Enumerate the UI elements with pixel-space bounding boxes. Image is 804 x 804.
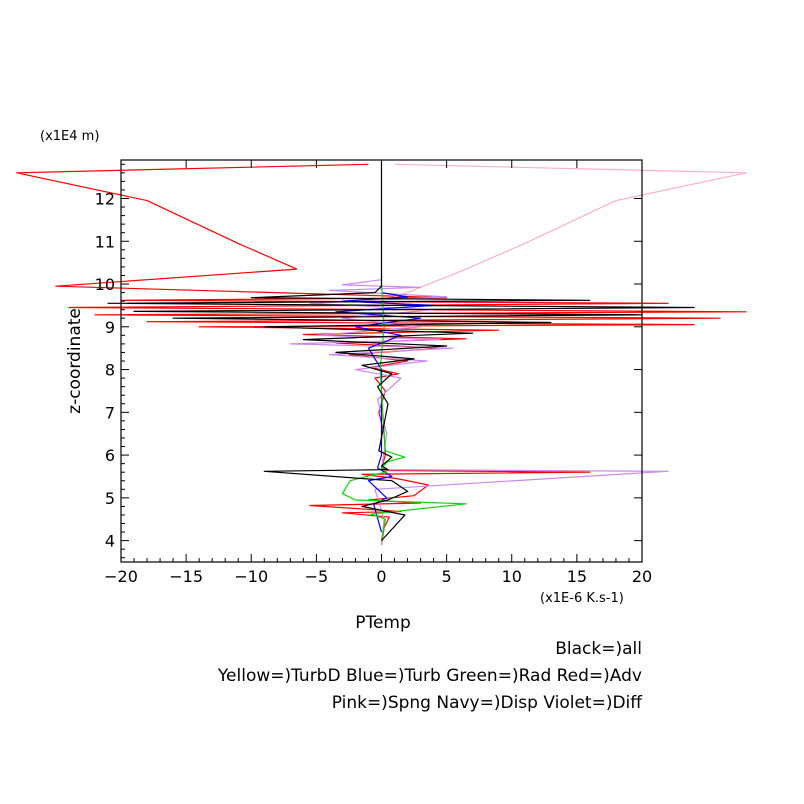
series-line-turb	[335, 292, 435, 533]
y-tick-label: 8	[105, 361, 115, 380]
y-tick-label: 7	[105, 403, 115, 422]
x-tick-label: −10	[234, 567, 268, 586]
y-tick-label: 12	[95, 189, 115, 208]
x-tick-label: 10	[502, 567, 522, 586]
y-tick-label: 11	[95, 232, 115, 251]
series-line-diff	[289, 279, 669, 545]
x-tick-label: 5	[442, 567, 452, 586]
series-line-all	[107, 160, 695, 542]
x-tick-label: −20	[104, 567, 138, 586]
legend-line-2: Yellow=)TurbD Blue=)Turb Green=)Rad Red=…	[217, 666, 642, 686]
x-tick-label: 20	[632, 567, 652, 586]
series-line-adv	[16, 163, 747, 545]
y-tick-label: 5	[105, 489, 115, 508]
legend-line-1: Black=)all	[555, 639, 642, 659]
y-tick-label: 10	[95, 275, 115, 294]
y-tick-label: 9	[105, 318, 115, 337]
y-tick-label: 6	[105, 446, 115, 465]
x-unit-label: (x1E-6 K.s-1)	[540, 591, 624, 606]
x-tick-label: −5	[305, 567, 329, 586]
series-layer	[16, 160, 747, 545]
y-unit-label: (x1E4 m)	[40, 129, 99, 144]
x-tick-label: 15	[567, 567, 587, 586]
y-axis-label: z-coordinate	[65, 308, 85, 414]
x-tick-label: 0	[376, 567, 386, 586]
series-line-spng	[381, 163, 747, 302]
x-axis-label: PTemp	[355, 613, 411, 633]
legend-line-3: Pink=)Spng Navy=)Disp Violet=)Diff	[332, 693, 644, 713]
y-tick-label: 4	[105, 532, 115, 551]
ticks-layer: −20 −15 −10 −5 0 5 10 15 20 4 5 6 7 8 9 10 11 12	[95, 160, 652, 586]
x-tick-label: −15	[169, 567, 203, 586]
series-line-rad	[341, 275, 467, 541]
